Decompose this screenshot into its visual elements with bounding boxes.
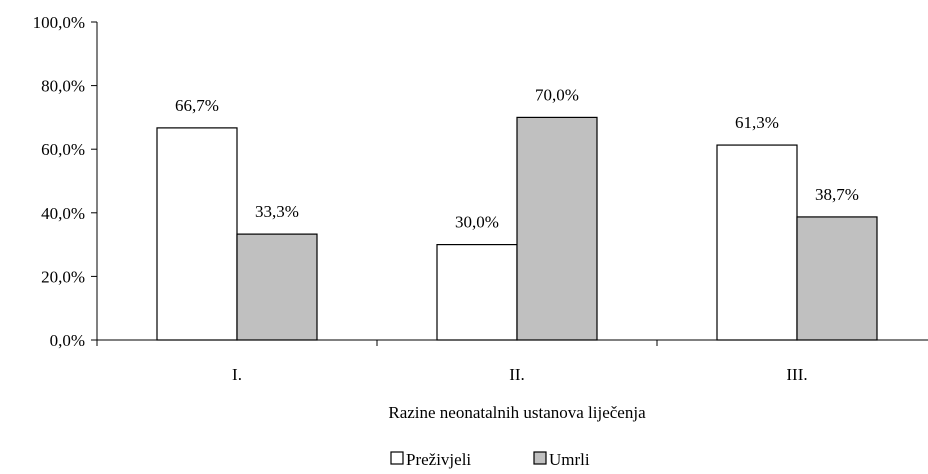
y-axis: 0,0% 20,0% 40,0% 60,0% 80,0% 100,0% xyxy=(33,13,98,350)
x-axis-title: Razine neonatalnih ustanova liječenja xyxy=(388,403,646,422)
x-category-label: III. xyxy=(786,365,807,384)
data-label: 38,7% xyxy=(815,185,859,204)
bars xyxy=(156,116,878,341)
bar-survived xyxy=(156,127,238,341)
x-axis: I. II. III. xyxy=(96,339,928,384)
bar-died xyxy=(516,116,598,341)
y-tick-label: 20,0% xyxy=(41,267,85,286)
legend-label: Preživjeli xyxy=(406,450,471,469)
bar-died xyxy=(236,233,318,341)
legend-label: Umrli xyxy=(549,450,590,469)
bar-survived xyxy=(436,244,518,341)
legend-swatch xyxy=(533,451,547,465)
y-tick-label: 40,0% xyxy=(41,204,85,223)
x-category-label: I. xyxy=(232,365,242,384)
x-category-label: II. xyxy=(509,365,525,384)
data-label: 61,3% xyxy=(735,113,779,132)
y-tick-label: 80,0% xyxy=(41,77,85,96)
bar-survived xyxy=(716,144,798,341)
legend: Preživjeli Umrli xyxy=(390,450,590,469)
data-label: 33,3% xyxy=(255,202,299,221)
y-tick-label: 100,0% xyxy=(33,13,85,32)
data-label: 66,7% xyxy=(175,96,219,115)
data-label: 70,0% xyxy=(535,85,579,104)
y-tick-label: 0,0% xyxy=(50,331,85,350)
legend-swatch xyxy=(390,451,404,465)
data-label: 30,0% xyxy=(455,213,499,232)
bar-died xyxy=(796,216,878,341)
y-tick-label: 60,0% xyxy=(41,140,85,159)
data-labels: 66,7% 30,0% 61,3% 33,3% 70,0% 38,7% xyxy=(175,85,859,231)
